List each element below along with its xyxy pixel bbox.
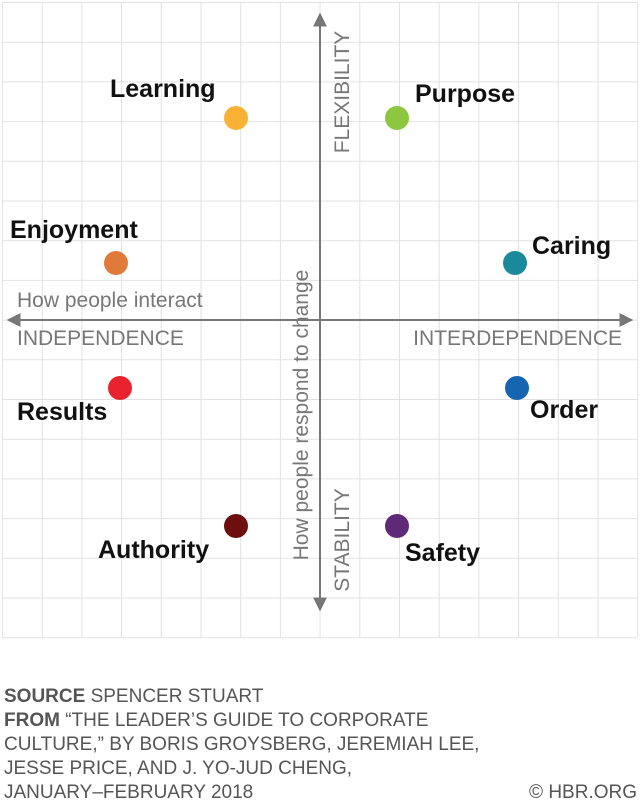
node-label: Authority xyxy=(98,536,209,564)
node-dot xyxy=(224,514,248,538)
from-line: JESSE PRICE, AND J. YO-JUD CHENG, xyxy=(4,758,352,779)
axis-bottom: STABILITY xyxy=(331,488,354,591)
node-label: Caring xyxy=(532,232,611,260)
node-label: Order xyxy=(530,396,598,424)
axis-right: INTERDEPENDENCE xyxy=(413,327,622,350)
axis-title-horizontal: How people interact xyxy=(17,289,203,312)
node-dot xyxy=(385,106,409,130)
node-dot xyxy=(505,376,529,400)
node-label: Enjoyment xyxy=(10,216,138,244)
node-dot xyxy=(385,514,409,538)
axis-title-vertical: How people respond to change xyxy=(290,270,313,561)
node-dot xyxy=(503,251,527,275)
node-label: Results xyxy=(17,398,107,426)
nodes: Learning Purpose Enjoyment Caring Results Ord… xyxy=(10,75,611,567)
node-label: Safety xyxy=(405,539,480,567)
axis-left: INDEPENDENCE xyxy=(17,327,184,350)
node-dot xyxy=(104,251,128,275)
axis-top: FLEXIBILITY xyxy=(331,31,354,154)
node-label: Purpose xyxy=(415,80,515,108)
node-dot xyxy=(108,376,132,400)
from-line: JANUARY–FEBRUARY 2018 xyxy=(4,782,253,803)
source: SOURCE SPENCER STUART xyxy=(4,686,264,707)
node-dot xyxy=(224,106,248,130)
copyright: © HBR.ORG xyxy=(529,782,637,803)
node-label: Learning xyxy=(110,75,216,103)
from-line: CULTURE,” BY BORIS GROYSBERG, JEREMIAH L… xyxy=(4,734,479,755)
from: FROM “THE LEADER’S GUIDE TO CORPORATE xyxy=(4,710,428,731)
